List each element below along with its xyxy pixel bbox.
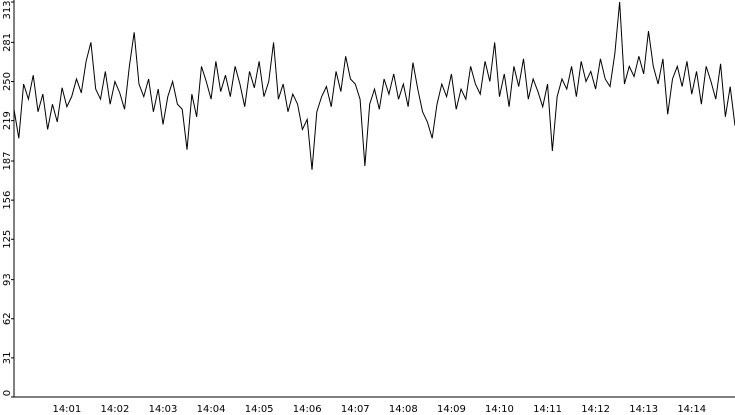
x-tick-label: 14:10 (485, 404, 514, 415)
x-tick-label: 14:06 (293, 404, 322, 415)
y-tick-label: 313 (2, 0, 13, 19)
x-tick-label: 14:13 (629, 404, 658, 415)
y-tick-label: 62 (2, 312, 13, 325)
x-tick-label: 14:08 (389, 404, 418, 415)
x-tick-label: 14:07 (341, 404, 370, 415)
x-tick-label: 14:11 (533, 404, 562, 415)
y-tick-label: 187 (2, 151, 13, 170)
x-tick-label: 14:14 (677, 404, 706, 415)
y-tick-label: 281 (2, 33, 13, 52)
x-tick-label: 14:02 (101, 404, 130, 415)
x-tick-label: 14:05 (245, 404, 274, 415)
y-tick-label: 156 (2, 191, 13, 210)
y-tick-label: 31 (2, 352, 13, 365)
x-tick-label: 14:04 (197, 404, 226, 415)
x-tick-label: 14:12 (581, 404, 610, 415)
y-tick-label: 250 (2, 72, 13, 91)
x-tick-label: 14:03 (149, 404, 178, 415)
y-tick-label: 93 (2, 273, 13, 286)
data-line (13, 1, 735, 170)
y-tick-label: 125 (2, 230, 13, 249)
y-tick-label: 219 (2, 111, 13, 130)
y-tick-label: 0 (2, 390, 13, 396)
x-tick-label: 14:01 (52, 404, 81, 415)
x-tick-label: 14:09 (437, 404, 466, 415)
